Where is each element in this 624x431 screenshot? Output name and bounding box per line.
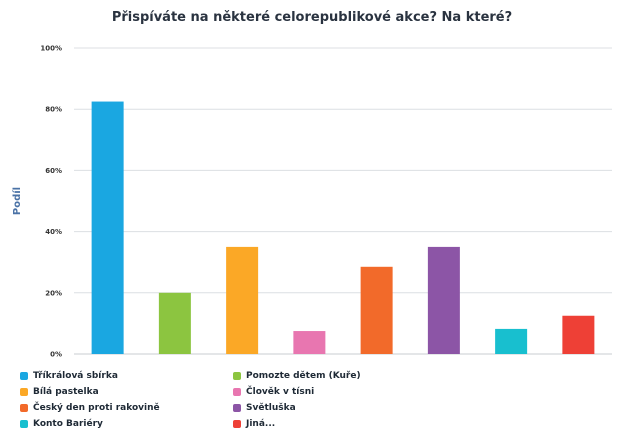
bar-5[interactable]	[360, 266, 393, 354]
legend-swatch	[233, 372, 241, 380]
legend-label: Jiná...	[246, 419, 276, 429]
y-axis-ticks: 0% 20% 40% 60% 80% 100%	[40, 45, 62, 359]
legend-label: Člověk v tísni	[246, 387, 315, 397]
y-tick-label: 100%	[40, 45, 62, 53]
legend-label: Pomozte dětem (Kuře)	[246, 371, 361, 381]
bar-2[interactable]	[158, 292, 191, 354]
y-tick-label: 20%	[45, 289, 62, 297]
legend-swatch	[233, 404, 241, 412]
legend-label: Konto Bariéry	[33, 419, 103, 429]
y-tick-label: 80%	[45, 106, 62, 114]
legend-swatch	[20, 420, 28, 428]
legend-swatch	[20, 404, 28, 412]
legend-label: Světluška	[246, 403, 296, 413]
legend-item[interactable]: Světluška	[233, 401, 433, 415]
y-tick-label: 40%	[45, 228, 62, 236]
legend: Tříkrálová sbírka Pomozte dětem (Kuře) Bíl…	[20, 369, 440, 431]
y-tick-label: 0%	[50, 351, 62, 359]
bar-8[interactable]	[562, 315, 595, 354]
legend-label: Český den proti rakovině	[33, 403, 160, 413]
legend-swatch	[233, 420, 241, 428]
legend-item[interactable]: Tříkrálová sbírka	[20, 369, 233, 383]
legend-item[interactable]: Člověk v tísni	[233, 385, 433, 399]
gridlines	[74, 47, 612, 355]
legend-item[interactable]: Jiná...	[233, 417, 433, 431]
legend-label: Tříkrálová sbírka	[33, 371, 118, 381]
y-axis-label: Podíl	[11, 187, 23, 215]
bars	[91, 101, 595, 354]
legend-item[interactable]: Český den proti rakovině	[20, 401, 233, 415]
bar-1[interactable]	[91, 101, 124, 354]
bar-chart: 0% 20% 40% 60% 80% 100% Podíl	[11, 45, 612, 359]
bar-4[interactable]	[293, 331, 326, 354]
bar-7[interactable]	[495, 328, 528, 354]
legend-item[interactable]: Pomozte dětem (Kuře)	[233, 369, 433, 383]
chart-title: Přispíváte na některé celorepublikové ak…	[111, 10, 513, 25]
y-tick-label: 60%	[45, 167, 62, 175]
bar-6[interactable]	[427, 246, 460, 354]
legend-swatch	[20, 372, 28, 380]
legend-item[interactable]: Bílá pastelka	[20, 385, 233, 399]
legend-swatch	[20, 388, 28, 396]
legend-label: Bílá pastelka	[33, 387, 99, 397]
bar-3[interactable]	[226, 246, 259, 354]
legend-item[interactable]: Konto Bariéry	[20, 417, 233, 431]
legend-swatch	[233, 388, 241, 396]
